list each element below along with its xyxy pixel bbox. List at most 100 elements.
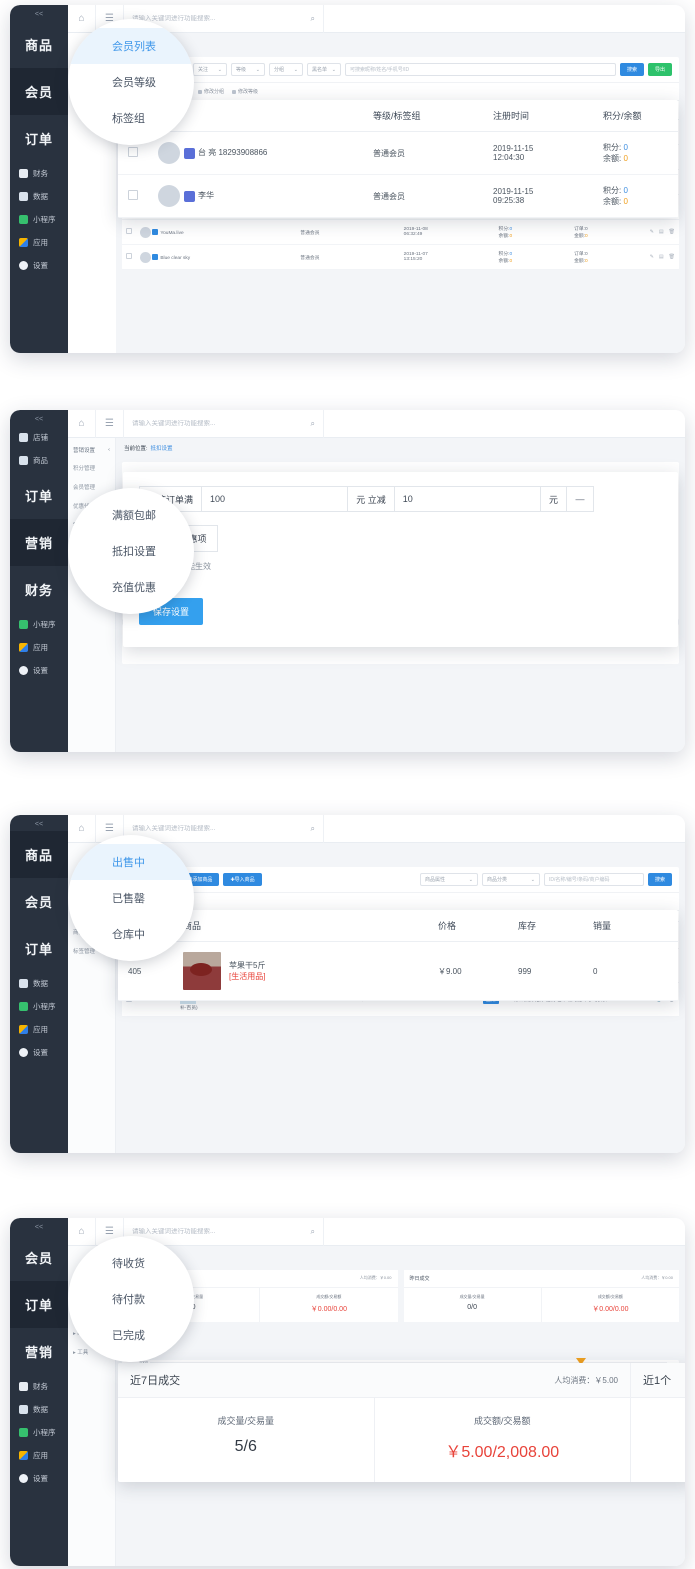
- sidebar-item-member[interactable]: 会员: [24, 1251, 53, 1266]
- lens-item-pending-receipt[interactable]: 待收货: [112, 1258, 145, 1270]
- detail-icon[interactable]: ▤: [658, 254, 664, 260]
- sidebar-item-finance[interactable]: 财务: [24, 583, 53, 598]
- sidebar-item-apps[interactable]: 应用: [10, 231, 68, 254]
- bulk-action-edit-level[interactable]: 修改等级: [232, 88, 258, 95]
- sidebar-item-goods[interactable]: 商品: [24, 38, 53, 53]
- sidebar-item-apps[interactable]: 应用: [10, 1018, 68, 1041]
- sidebar-item-settings[interactable]: 设置: [10, 659, 68, 682]
- sidebar-collapse-toggle[interactable]: <<: [34, 821, 44, 828]
- filter-keyword-input[interactable]: ID/名称/编号/条码/商户编码: [543, 873, 644, 886]
- discount-input[interactable]: 10: [395, 487, 541, 511]
- magnified-row[interactable]: 台 亮 18293908866 普通会员 2019-11-15 12:04:30 …: [118, 131, 678, 175]
- filter-attribute[interactable]: 商品属性 ⌄: [419, 873, 478, 886]
- sidebar-item-miniprogram[interactable]: 小程序: [10, 613, 68, 636]
- delete-icon[interactable]: 🗑: [668, 254, 675, 260]
- search-button[interactable]: 搜索: [647, 873, 672, 886]
- filter-keyword-input[interactable]: 可搜索昵称/姓名/手机号/ID: [345, 63, 616, 76]
- sidebar-item-settings[interactable]: 设置: [10, 1041, 68, 1064]
- search-input[interactable]: [132, 1228, 305, 1235]
- lens-item-deduction-setting[interactable]: 抵扣设置: [112, 546, 156, 558]
- filter-follow[interactable]: 关注 ⌄: [193, 63, 227, 76]
- filter-source[interactable]: 黑名单 ⌄: [307, 63, 341, 76]
- delete-icon[interactable]: 🗑: [668, 229, 675, 235]
- global-search[interactable]: ⌕: [124, 1218, 324, 1246]
- magnified-row[interactable]: 李华 普通会员 2019-11-15 09:25:38 积分: 0 余额: 0: [118, 174, 678, 218]
- sidebar-collapse-toggle[interactable]: <<: [34, 1224, 44, 1231]
- sub-item-agent-pay[interactable]: 优惠代付: [73, 503, 96, 510]
- sidebar-item-miniprogram[interactable]: 小程序: [10, 1421, 68, 1444]
- sidebar-collapse-toggle[interactable]: <<: [34, 11, 44, 18]
- search-icon[interactable]: ⌕: [310, 823, 315, 833]
- sidebar-item-goods[interactable]: 商品: [10, 831, 68, 878]
- filter-group[interactable]: 分组 ⌄: [269, 63, 303, 76]
- sidebar-item-marketing[interactable]: 营销: [10, 519, 68, 566]
- home-icon[interactable]: ⌂: [68, 1218, 96, 1246]
- sidebar-item-shop[interactable]: 店铺: [10, 426, 68, 449]
- table-row[interactable]: YouMa.live 普通会员 2019-11-08 06:32:49 积分:0 余额:0…: [122, 219, 679, 245]
- row-checkbox[interactable]: [126, 228, 132, 234]
- lens-item-in-warehouse[interactable]: 仓库中: [112, 929, 145, 941]
- sidebar-item-settings[interactable]: 设置: [10, 254, 68, 277]
- search-icon[interactable]: ⌕: [310, 418, 315, 428]
- edit-icon[interactable]: ✎: [649, 254, 654, 260]
- sidebar-item-order[interactable]: 订单: [24, 132, 53, 147]
- sidebar-collapse-toggle[interactable]: <<: [34, 416, 44, 423]
- sub-item-tools[interactable]: ▸ 工具: [73, 1349, 89, 1356]
- search-input[interactable]: [132, 420, 305, 427]
- lens-item-free-shipping[interactable]: 满额包邮: [112, 510, 156, 522]
- menu-icon[interactable]: ☰: [96, 410, 124, 438]
- lens-item-recharge-offer[interactable]: 充值优惠: [112, 582, 156, 594]
- sidebar-item-order[interactable]: 订单: [24, 942, 53, 957]
- sidebar-item-finance[interactable]: 财务: [10, 1375, 68, 1398]
- global-search[interactable]: ⌕: [124, 815, 324, 843]
- lens-item-member-list[interactable]: 会员列表: [68, 28, 194, 64]
- sub-item-points[interactable]: 积分管理: [73, 465, 96, 472]
- sub-item-tags[interactable]: 标签管理: [73, 948, 96, 955]
- row-checkbox[interactable]: [128, 147, 138, 157]
- sidebar-item-member[interactable]: 会员: [10, 68, 68, 115]
- sidebar-item-data[interactable]: 数据: [10, 1398, 68, 1421]
- lens-item-member-level[interactable]: 会员等级: [112, 77, 156, 89]
- sidebar-item-apps[interactable]: 应用: [10, 636, 68, 659]
- row-checkbox[interactable]: [126, 253, 132, 259]
- sidebar-item-goods[interactable]: 商品: [10, 449, 68, 472]
- menu-icon[interactable]: ☰: [96, 815, 124, 843]
- menu-icon[interactable]: ☰: [96, 1218, 124, 1246]
- amount-input[interactable]: 100: [202, 487, 349, 511]
- home-icon[interactable]: ⌂: [68, 5, 96, 33]
- home-icon[interactable]: ⌂: [68, 410, 96, 438]
- sidebar-item-settings[interactable]: 设置: [10, 1467, 68, 1490]
- search-input[interactable]: [132, 825, 305, 832]
- detail-icon[interactable]: ▤: [658, 229, 664, 235]
- search-icon[interactable]: ⌕: [310, 13, 315, 23]
- sidebar-item-miniprogram[interactable]: 小程序: [10, 995, 68, 1018]
- sidebar-item-finance[interactable]: 财务: [10, 162, 68, 185]
- sidebar-item-order[interactable]: 订单: [24, 489, 53, 504]
- table-row[interactable]: Blue clear sky 普通会员 2019-11-07 13:15:20 积分:0…: [122, 244, 679, 270]
- export-button[interactable]: 导出: [647, 63, 672, 76]
- lens-item-completed[interactable]: 已完成: [112, 1330, 145, 1342]
- breadcrumb-current[interactable]: 抵扣设置: [150, 446, 173, 452]
- global-search[interactable]: ⌕: [124, 410, 324, 438]
- menu-icon[interactable]: ☰: [96, 5, 124, 33]
- sidebar-item-member[interactable]: 会员: [24, 895, 53, 910]
- chevron-left-icon[interactable]: ‹: [108, 447, 110, 453]
- filter-level[interactable]: 等级 ⌄: [231, 63, 265, 76]
- search-button[interactable]: 搜索: [619, 63, 644, 76]
- sidebar-item-data[interactable]: 数据: [10, 185, 68, 208]
- bulk-action-edit-group[interactable]: 修改分组: [198, 88, 224, 95]
- edit-icon[interactable]: ✎: [649, 229, 654, 235]
- lens-item-pending-payment[interactable]: 待付款: [112, 1294, 145, 1306]
- sidebar-item-miniprogram[interactable]: 小程序: [10, 208, 68, 231]
- sidebar-item-marketing[interactable]: 营销: [24, 1345, 53, 1360]
- global-search[interactable]: ⌕: [124, 5, 324, 33]
- lens-item-tag-group[interactable]: 标签组: [112, 113, 145, 125]
- sub-item-member[interactable]: 会员管理: [73, 484, 96, 491]
- sidebar-item-apps[interactable]: 应用: [10, 1444, 68, 1467]
- lens-item-sold-out[interactable]: 已售罄: [112, 893, 145, 905]
- search-icon[interactable]: ⌕: [310, 1226, 315, 1236]
- row-checkbox[interactable]: [128, 190, 138, 200]
- minus-icon[interactable]: —: [575, 494, 585, 504]
- import-product-button[interactable]: ✚ 导入商品: [223, 873, 262, 886]
- home-icon[interactable]: ⌂: [68, 815, 96, 843]
